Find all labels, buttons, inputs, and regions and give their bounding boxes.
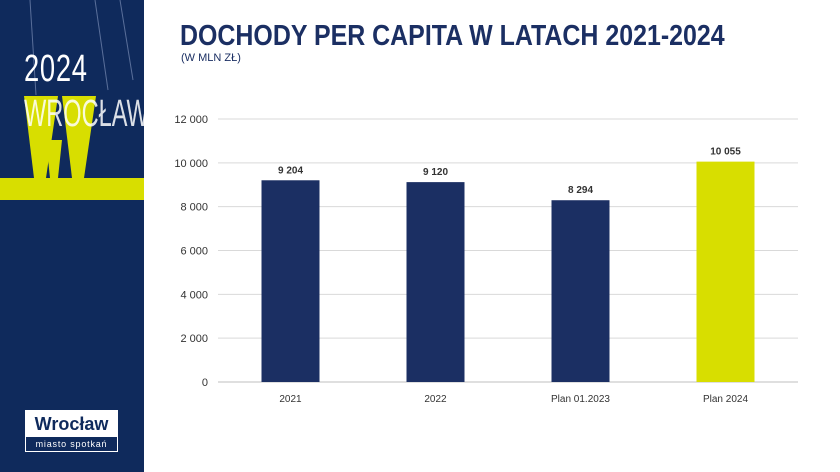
chart-title: DOCHODY PER CAPITA W LATACH 2021-2024 xyxy=(180,20,725,52)
chart-subtitle: (W MLN ZŁ) xyxy=(181,52,241,64)
w-letter-stroke xyxy=(24,96,58,178)
data-label: 8 294 xyxy=(568,185,593,196)
x-tick-label: 2021 xyxy=(279,394,302,405)
x-tick-label: 2022 xyxy=(424,394,447,405)
deco-line xyxy=(94,0,109,91)
bar xyxy=(406,182,465,382)
sidebar-decoration xyxy=(0,0,144,200)
x-tick-label: Plan 2024 xyxy=(703,394,748,405)
y-tick-label: 6 000 xyxy=(180,246,208,258)
bar xyxy=(261,180,320,382)
bar xyxy=(696,161,755,382)
deco-line xyxy=(119,0,134,81)
y-tick-label: 8 000 xyxy=(180,202,208,214)
sidebar-city: WROCŁAW xyxy=(24,93,144,135)
bar-chart: 0 2 000 4 000 6 000 8 000 10 000 12 000 9 204 20… xyxy=(174,114,798,405)
data-label: 9 204 xyxy=(278,165,303,176)
sidebar: 2024 WROCŁAW Wrocław miasto spotkań xyxy=(0,0,144,472)
sidebar-year: 2024 xyxy=(24,48,88,90)
y-tick-label: 4 000 xyxy=(180,289,208,301)
wroclaw-logo: Wrocław miasto spotkań xyxy=(25,410,118,452)
logo-main-text: Wrocław xyxy=(26,411,117,437)
data-label: 10 055 xyxy=(710,147,741,158)
data-label: 9 120 xyxy=(423,167,448,178)
y-tick-label: 12 000 xyxy=(174,114,208,126)
logo-sub-text: miasto spotkań xyxy=(35,439,108,449)
w-letter-stroke xyxy=(62,96,96,178)
y-tick-label: 0 xyxy=(202,377,208,389)
x-tick-label: Plan 01.2023 xyxy=(551,394,610,405)
y-tick-label: 2 000 xyxy=(180,333,208,345)
yellow-band xyxy=(0,178,144,200)
w-letter-stroke xyxy=(46,140,62,178)
bar xyxy=(551,200,610,382)
y-tick-label: 10 000 xyxy=(174,158,208,170)
deco-line xyxy=(29,0,37,96)
